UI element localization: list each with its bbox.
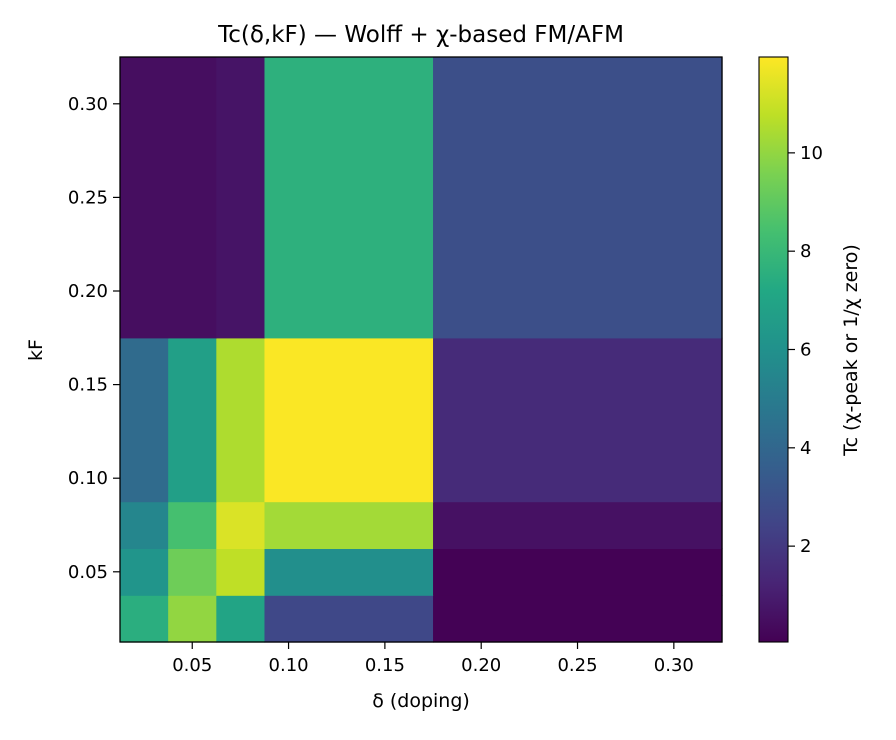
colorbar xyxy=(758,56,789,643)
heatmap-cell xyxy=(433,501,723,549)
heatmap-cell xyxy=(433,337,723,503)
heatmap-cells xyxy=(120,57,723,643)
y-tick-label: 0.25 xyxy=(68,187,108,208)
heatmap-cell xyxy=(216,337,266,503)
x-tick-label: 0.30 xyxy=(654,655,694,676)
heatmap-cell xyxy=(168,501,217,549)
heatmap-cell xyxy=(433,548,723,596)
chart-title: Tc(δ,kF) — Wolff + χ-based FM/AFM xyxy=(217,22,624,48)
heatmap-cell xyxy=(120,595,169,643)
heatmap-cell xyxy=(264,501,434,549)
heatmap-cell xyxy=(264,337,434,503)
y-axis-label: kF xyxy=(25,339,47,361)
y-tick-label: 0.10 xyxy=(68,468,108,489)
heatmap-cell xyxy=(433,57,723,339)
heatmap-cell xyxy=(168,337,217,503)
x-tick-label: 0.25 xyxy=(557,655,597,676)
y-tick-label: 0.20 xyxy=(68,281,108,302)
heatmap-cell xyxy=(168,595,217,643)
colorbar-ticks: 2 4 6 8 10 xyxy=(788,143,823,557)
colorbar-label: Tc (χ-peak or 1/χ zero) xyxy=(840,244,862,457)
x-tick-label: 0.15 xyxy=(365,655,405,676)
y-tick-label: 0.15 xyxy=(68,375,108,396)
heatmap-cell xyxy=(216,57,266,339)
heatmap-cell xyxy=(120,548,169,596)
heatmap-cell xyxy=(216,501,266,549)
x-axis-label: δ (doping) xyxy=(372,690,470,712)
plot-frame xyxy=(119,56,723,643)
colorbar-tick-label: 4 xyxy=(800,438,811,459)
colorbar-tick-label: 10 xyxy=(800,143,823,164)
y-axis-ticks: 0.05 0.10 0.15 0.20 0.25 0.30 xyxy=(68,94,120,583)
heatmap-cell xyxy=(168,57,217,339)
heatmap-cell xyxy=(264,595,434,643)
x-tick-label: 0.05 xyxy=(172,655,212,676)
heatmap-cell xyxy=(216,548,266,596)
colorbar-tick-label: 2 xyxy=(800,536,811,557)
colorbar-tick-label: 8 xyxy=(800,241,811,262)
heatmap-cell xyxy=(264,548,434,596)
y-tick-label: 0.30 xyxy=(68,94,108,115)
x-tick-label: 0.10 xyxy=(269,655,309,676)
y-tick-label: 0.05 xyxy=(68,562,108,583)
heatmap-cell xyxy=(433,595,723,643)
heatmap-cell xyxy=(264,57,434,339)
colorbar-tick-label: 6 xyxy=(800,340,811,361)
heatmap-cell xyxy=(168,548,217,596)
x-tick-label: 0.20 xyxy=(461,655,501,676)
heatmap-cell xyxy=(120,57,169,339)
heatmap-cell xyxy=(120,337,169,503)
x-axis-ticks: 0.05 0.10 0.15 0.20 0.25 0.30 xyxy=(172,642,694,676)
heatmap-cell xyxy=(216,595,266,643)
heatmap-cell xyxy=(120,501,169,549)
